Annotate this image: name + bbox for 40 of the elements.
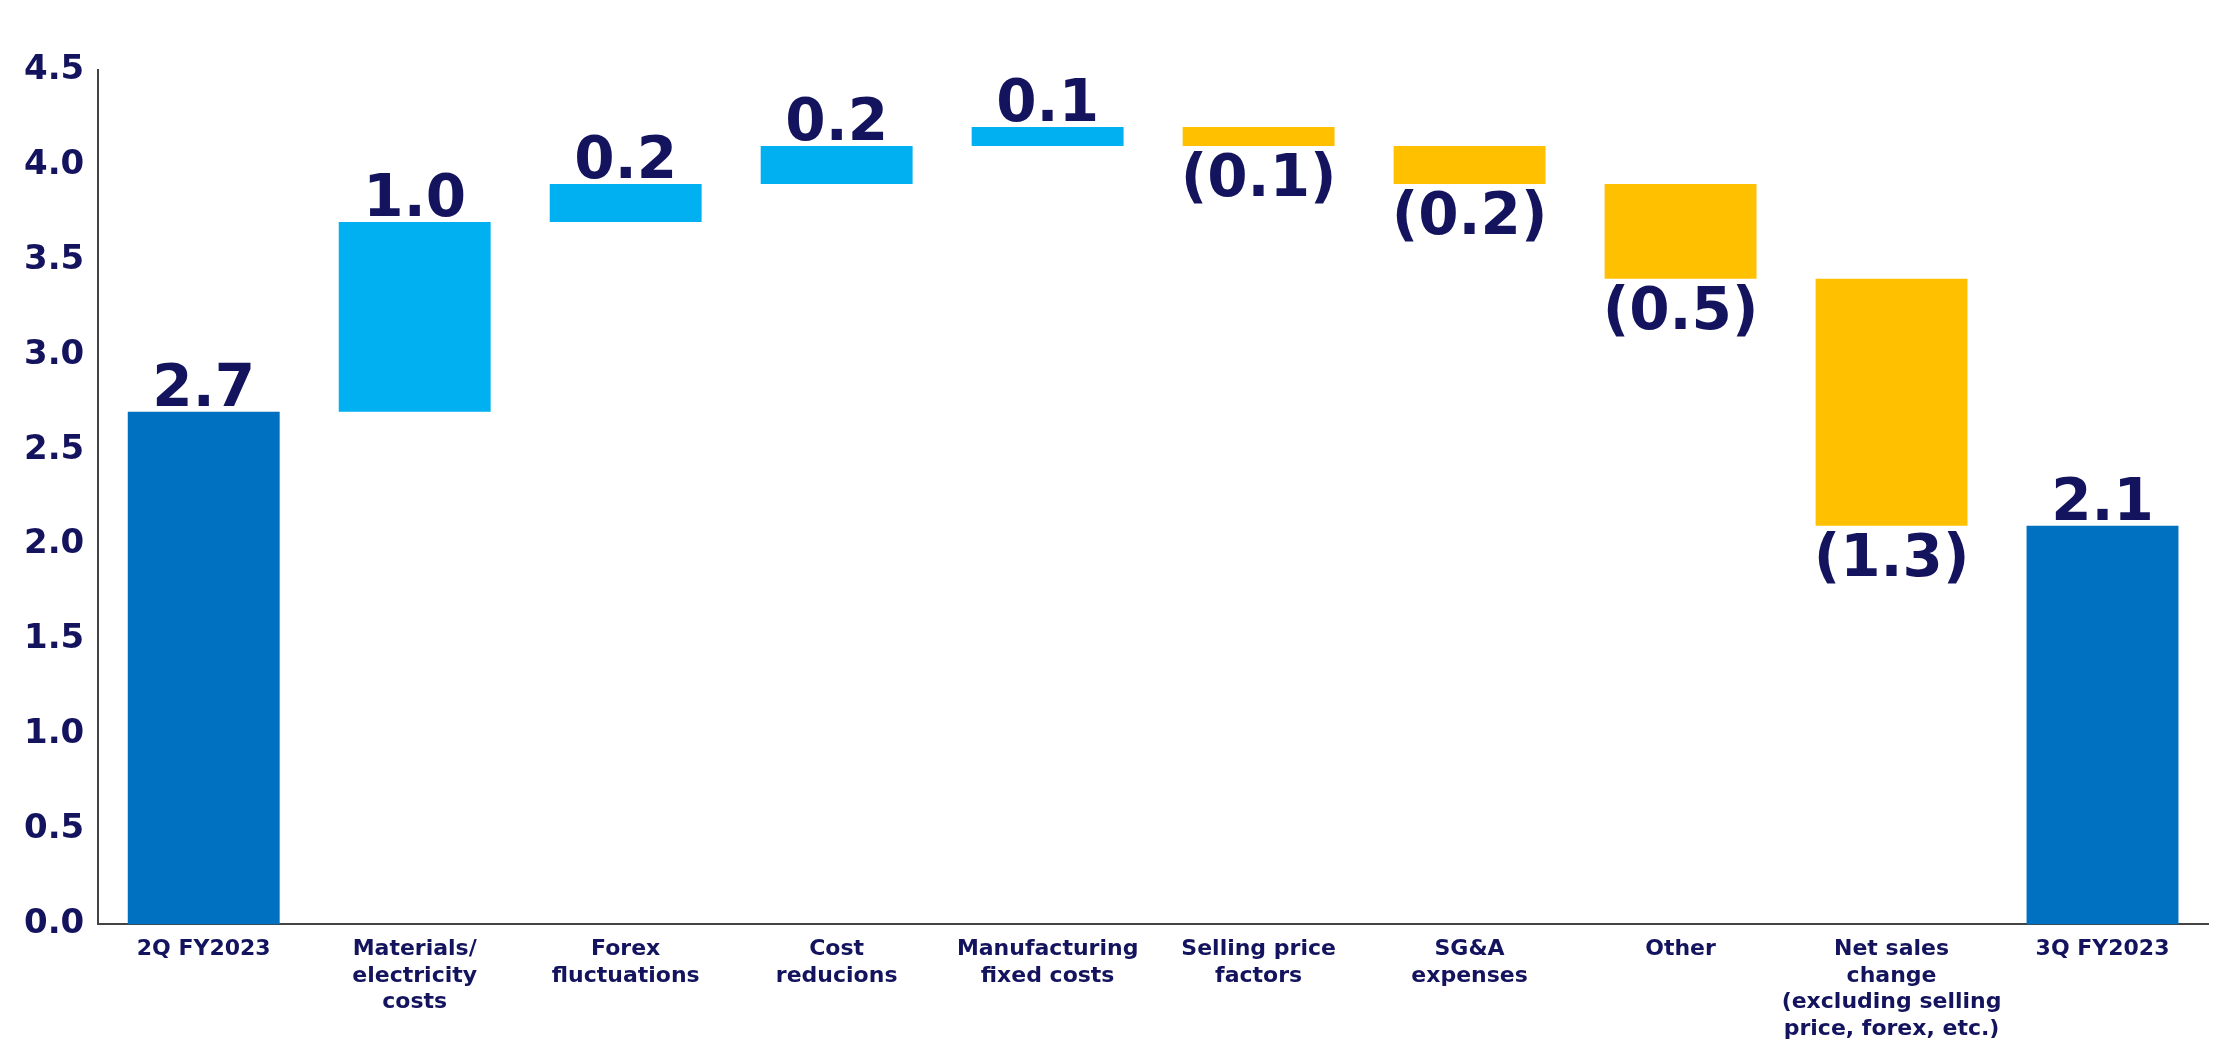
x-tick-label: Selling price factors xyxy=(1181,935,1336,987)
x-tick-label: 2Q FY2023 xyxy=(136,935,271,961)
x-tick-label: Cost reducions xyxy=(775,935,898,987)
y-tick-label: 3.0 xyxy=(24,331,85,372)
data-label: 0.2 xyxy=(785,85,889,154)
y-tick-label: 4.0 xyxy=(24,141,85,182)
x-tick-label: 3Q FY2023 xyxy=(2035,935,2170,961)
bar xyxy=(549,183,702,222)
y-tick-label: 1.5 xyxy=(24,616,85,657)
data-label: 2.7 xyxy=(152,351,256,420)
y-tick-label: 3.5 xyxy=(24,236,85,277)
y-tick-label: 0.0 xyxy=(24,901,85,942)
bar xyxy=(1815,278,1968,526)
y-tick-label: 0.5 xyxy=(24,806,85,847)
data-label: 2.1 xyxy=(2051,465,2154,534)
y-tick-label: 2.5 xyxy=(24,426,85,467)
x-tick-label: Other xyxy=(1645,935,1717,961)
bar xyxy=(1604,183,1757,279)
bar xyxy=(2026,525,2179,925)
y-tick-label: 2.0 xyxy=(24,521,85,562)
x-tick-label: Net sales change (excluding selling price, forex, etc.) xyxy=(1781,935,2002,1040)
bar xyxy=(1393,145,1546,184)
data-label: (0.1) xyxy=(1180,142,1337,211)
bar xyxy=(971,126,1124,146)
x-tick-label: Materials/ electricity costs xyxy=(352,935,478,1014)
bar xyxy=(127,411,280,925)
data-label: (0.5) xyxy=(1602,274,1759,343)
x-tick-label: Manufacturing fixed costs xyxy=(956,935,1139,987)
bar xyxy=(338,221,491,412)
data-label: 0.2 xyxy=(574,123,678,192)
data-label: (1.3) xyxy=(1813,521,1970,590)
data-label: 0.1 xyxy=(996,66,1099,135)
y-tick-label: 1.0 xyxy=(24,711,85,752)
x-tick-label: SG&A expenses xyxy=(1411,935,1528,987)
bar xyxy=(760,145,913,184)
data-label: (0.2) xyxy=(1391,179,1548,248)
x-tick-label: Forex fluctuations xyxy=(551,935,700,987)
data-label: 1.0 xyxy=(363,161,467,230)
y-tick-label: 4.5 xyxy=(24,46,85,87)
bar xyxy=(1182,126,1335,146)
